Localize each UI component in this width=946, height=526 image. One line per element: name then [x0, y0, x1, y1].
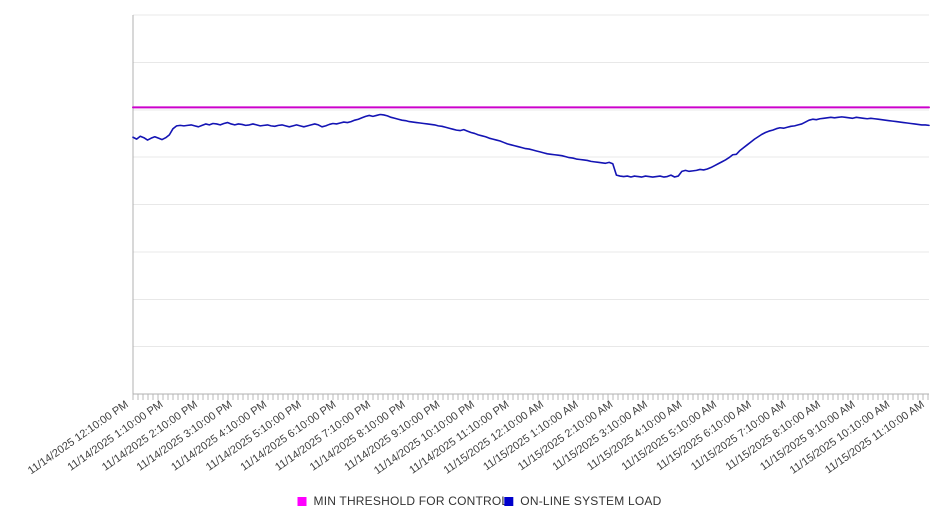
legend-group: MIN THRESHOLD FOR CONTROL ON-LINE SYSTEM …	[297, 494, 661, 508]
axis-lines-group	[132, 15, 929, 395]
x-axis-ticks-group	[132, 394, 929, 400]
series-line-load	[132, 113, 930, 178]
gridlines-group	[133, 14, 929, 348]
legend-label[interactable]: MIN THRESHOLD FOR CONTROL	[314, 494, 509, 508]
legend-swatch[interactable]	[504, 497, 514, 506]
series-group	[132, 106, 930, 178]
legend-swatch[interactable]	[297, 497, 307, 506]
legend-label[interactable]: ON-LINE SYSTEM LOAD	[520, 494, 661, 508]
